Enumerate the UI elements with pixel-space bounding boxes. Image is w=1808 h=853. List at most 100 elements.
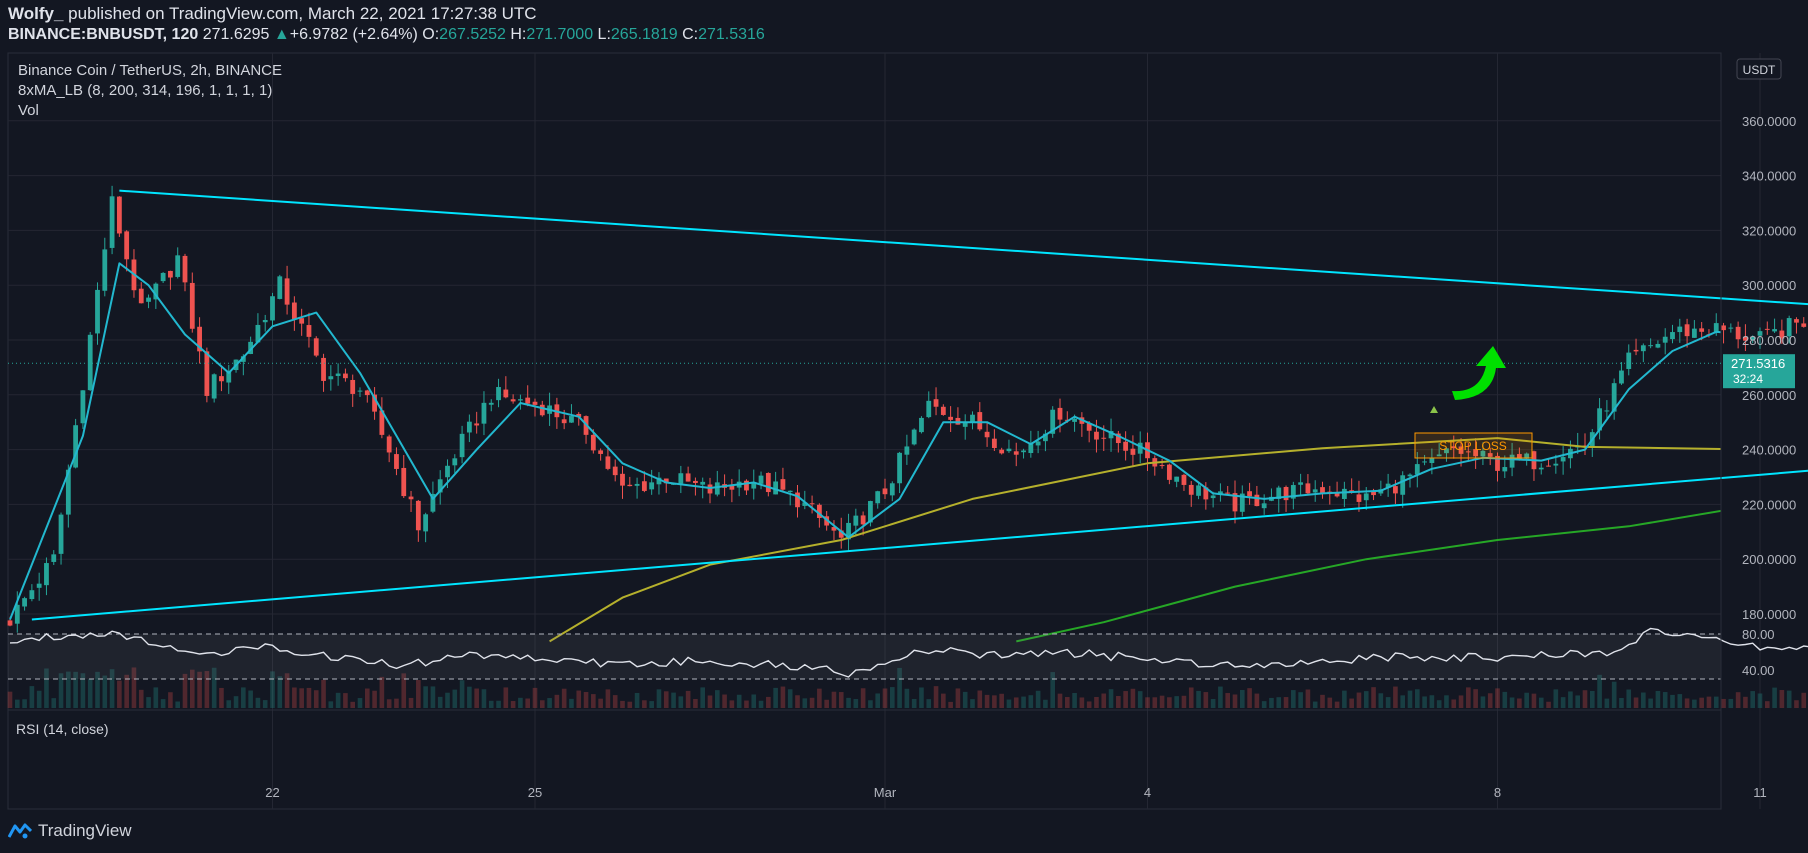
candle-body[interactable]: [44, 563, 49, 586]
candle-body[interactable]: [496, 387, 501, 401]
candle-body[interactable]: [1604, 410, 1610, 412]
candle-body[interactable]: [1400, 475, 1406, 495]
candle-body[interactable]: [146, 297, 151, 302]
candle-body[interactable]: [1502, 467, 1508, 472]
candle-body[interactable]: [1516, 454, 1522, 460]
candle-body[interactable]: [576, 413, 582, 418]
candle-body[interactable]: [525, 397, 531, 404]
candle-body[interactable]: [1662, 336, 1668, 343]
candle-body[interactable]: [1181, 474, 1187, 485]
candle-body[interactable]: [1458, 446, 1464, 454]
candle-body[interactable]: [1451, 446, 1457, 449]
candle-body[interactable]: [1283, 487, 1289, 501]
candle-body[interactable]: [1137, 442, 1143, 454]
candle-body[interactable]: [65, 469, 71, 515]
candle-body[interactable]: [284, 278, 290, 305]
candle-body[interactable]: [1196, 485, 1201, 496]
candle-body[interactable]: [1188, 484, 1194, 495]
candle-body[interactable]: [1028, 443, 1034, 454]
legend-volume[interactable]: Vol: [18, 102, 39, 119]
candle-body[interactable]: [853, 515, 859, 526]
candle-body[interactable]: [1130, 448, 1136, 455]
price-axis[interactable]: 180.0000 200.0000 220.0000 240.0000 260.0000…: [8, 53, 1796, 809]
candle-body[interactable]: [1473, 449, 1479, 457]
candle-body[interactable]: [116, 196, 122, 234]
candle-body[interactable]: [1320, 487, 1325, 494]
candle-body[interactable]: [335, 373, 341, 376]
candle-body[interactable]: [627, 484, 633, 487]
candle-body[interactable]: [1225, 492, 1231, 494]
candle-body[interactable]: [714, 482, 720, 495]
candle-body[interactable]: [1166, 464, 1172, 480]
candle-body[interactable]: [1553, 463, 1559, 466]
candle-body[interactable]: [1619, 370, 1624, 384]
rsi-pane[interactable]: [8, 627, 1808, 680]
candle-body[interactable]: [160, 272, 166, 282]
candle-body[interactable]: [1465, 451, 1471, 453]
candle-body[interactable]: [1298, 482, 1304, 485]
currency-badge[interactable]: [1736, 58, 1782, 80]
candle-body[interactable]: [948, 416, 954, 420]
candle-body[interactable]: [95, 289, 100, 334]
candle-body[interactable]: [1779, 330, 1785, 339]
candle-body[interactable]: [22, 598, 27, 607]
candle-body[interactable]: [846, 522, 851, 540]
candle-body[interactable]: [991, 438, 997, 448]
candle-body[interactable]: [299, 318, 305, 324]
candle-body[interactable]: [897, 452, 902, 484]
candle-body[interactable]: [211, 374, 217, 399]
candle-body[interactable]: [685, 473, 691, 482]
candle-body[interactable]: [153, 283, 159, 300]
candle-body[interactable]: [693, 480, 698, 484]
trendline[interactable]: [31, 378, 1808, 621]
candle-body[interactable]: [663, 478, 669, 484]
candle-body[interactable]: [882, 488, 888, 495]
candle-body[interactable]: [751, 482, 757, 489]
candle-body[interactable]: [678, 473, 684, 484]
candle-body[interactable]: [1006, 448, 1012, 452]
candle-body[interactable]: [1422, 461, 1427, 463]
candle-body[interactable]: [423, 514, 429, 532]
candle-body[interactable]: [926, 400, 932, 418]
candle-body[interactable]: [364, 390, 370, 396]
candle-body[interactable]: [1699, 328, 1705, 332]
candle-body[interactable]: [197, 326, 202, 352]
candle-body[interactable]: [933, 399, 939, 407]
candle-body[interactable]: [1444, 448, 1449, 454]
candle-body[interactable]: [321, 357, 326, 381]
candle-body[interactable]: [1538, 467, 1544, 470]
candle-body[interactable]: [904, 446, 910, 455]
candle-body[interactable]: [1524, 453, 1530, 459]
candle-body[interactable]: [306, 325, 312, 337]
candle-body[interactable]: [1021, 450, 1026, 453]
candle-body[interactable]: [357, 390, 363, 392]
candle-body[interactable]: [1728, 327, 1734, 329]
candle-body[interactable]: [1713, 323, 1719, 333]
candle-body[interactable]: [1363, 493, 1369, 501]
candle-body[interactable]: [1290, 485, 1296, 499]
candle-body[interactable]: [1721, 325, 1726, 331]
candle-body[interactable]: [787, 490, 793, 493]
candle-body[interactable]: [1159, 465, 1165, 467]
candle-body[interactable]: [481, 402, 487, 424]
candle-body[interactable]: [255, 324, 261, 343]
candle-body[interactable]: [1043, 433, 1048, 442]
candle-body[interactable]: [875, 491, 881, 504]
candle-body[interactable]: [838, 530, 844, 538]
candle-body[interactable]: [532, 401, 538, 405]
candle-body[interactable]: [795, 492, 800, 508]
candle-body[interactable]: [80, 390, 86, 424]
candle-body[interactable]: [1247, 491, 1252, 497]
candle-body[interactable]: [1509, 454, 1515, 468]
candle-body[interactable]: [168, 270, 173, 278]
candle-body[interactable]: [1239, 493, 1245, 512]
candle-body[interactable]: [569, 416, 574, 423]
candle-body[interactable]: [459, 433, 465, 458]
candle-body[interactable]: [204, 351, 210, 396]
trendlines[interactable]: [31, 189, 1808, 621]
candle-body[interactable]: [1035, 441, 1041, 446]
candle-body[interactable]: [488, 402, 494, 405]
candle-body[interactable]: [1232, 493, 1238, 512]
candle-body[interactable]: [219, 376, 224, 382]
candle-body[interactable]: [1094, 431, 1099, 440]
